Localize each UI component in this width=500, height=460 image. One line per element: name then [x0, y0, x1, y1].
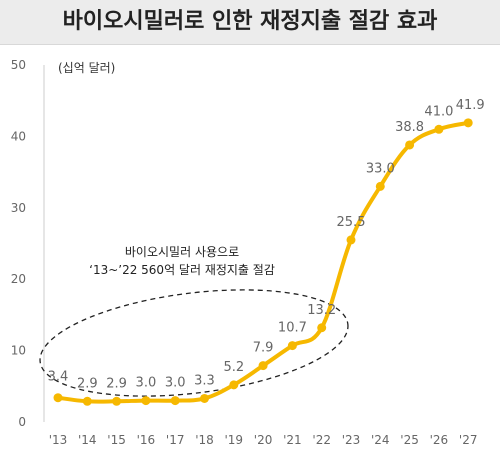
data-labels: 3.4 2.9 2.9 3.0 3.0 3.3 5.2 7.9 10.713.2 25.5 33.0… [48, 98, 485, 391]
y-tick-label: 20 [11, 272, 26, 286]
x-tick-label: '16 [137, 433, 156, 447]
data-label: 33.0 [366, 161, 395, 176]
chart-title: 바이오시밀러로 인한 재정지출 절감 효과 [62, 9, 438, 34]
x-tick-label: '14 [78, 433, 97, 447]
y-tick-label: 0 [18, 415, 26, 429]
x-tick-label: '26 [430, 433, 449, 447]
data-label: 13.2 [307, 303, 336, 318]
data-label: 7.9 [253, 341, 274, 356]
x-tick-label: '24 [371, 433, 390, 447]
data-label: 3.0 [165, 376, 186, 391]
y-tick-label: 10 [11, 344, 26, 358]
data-points [53, 118, 473, 406]
y-tick-label: 50 [11, 58, 26, 72]
x-tick-label: '17 [166, 433, 185, 447]
x-axis-ticks: '13 '14 '15 '16 '17 '18 '19 '20 '21 '22 '23 '24 '25 '… [49, 433, 478, 447]
data-label: 10.7 [278, 321, 307, 336]
x-tick-label: '18 [195, 433, 214, 447]
data-point [405, 140, 415, 150]
annotation-line-2: ‘13~’22 560억 달러 재정지출 절감 [89, 263, 275, 277]
data-point [375, 181, 385, 191]
data-point [346, 235, 356, 245]
x-tick-label: '27 [459, 433, 478, 447]
data-point [200, 393, 209, 403]
y-axis-ticks: 0 10 20 30 40 50 [11, 58, 26, 429]
data-label: 3.0 [136, 376, 157, 391]
data-point [258, 361, 268, 371]
x-tick-label: '19 [225, 433, 244, 447]
data-label: 5.2 [223, 360, 244, 375]
data-point [287, 341, 297, 351]
title-bar: 바이오시밀러로 인한 재정지출 절감 효과 [0, 0, 500, 45]
data-label: 2.9 [77, 376, 98, 391]
data-point [434, 124, 444, 134]
x-tick-label: '21 [283, 433, 302, 447]
data-label: 2.9 [106, 376, 127, 391]
annotation-ellipse [39, 289, 349, 397]
data-point [53, 393, 63, 403]
x-tick-label: '13 [49, 433, 68, 447]
x-tick-label: '15 [107, 433, 126, 447]
x-tick-label: '20 [254, 433, 273, 447]
data-point [317, 323, 327, 333]
x-tick-label: '23 [342, 433, 361, 447]
data-label: 25.5 [337, 215, 366, 230]
y-tick-label: 40 [11, 129, 26, 143]
data-point [463, 118, 473, 128]
data-label: 41.9 [456, 98, 485, 113]
x-tick-label: '25 [400, 433, 419, 447]
data-point [229, 380, 239, 390]
x-tick-label: '22 [312, 433, 331, 447]
y-axis-unit-label: (십억 달러) [58, 61, 115, 75]
y-tick-label: 30 [11, 201, 26, 215]
data-point [82, 396, 92, 406]
data-label: 3.3 [194, 373, 215, 388]
data-label: 3.4 [48, 370, 69, 385]
data-point [112, 396, 122, 406]
data-point [170, 396, 180, 406]
data-label: 41.0 [424, 104, 453, 119]
data-label: 38.8 [395, 120, 424, 135]
annotation-line-1: 바이오시밀러 사용으로 [125, 245, 239, 259]
data-point [141, 396, 151, 406]
